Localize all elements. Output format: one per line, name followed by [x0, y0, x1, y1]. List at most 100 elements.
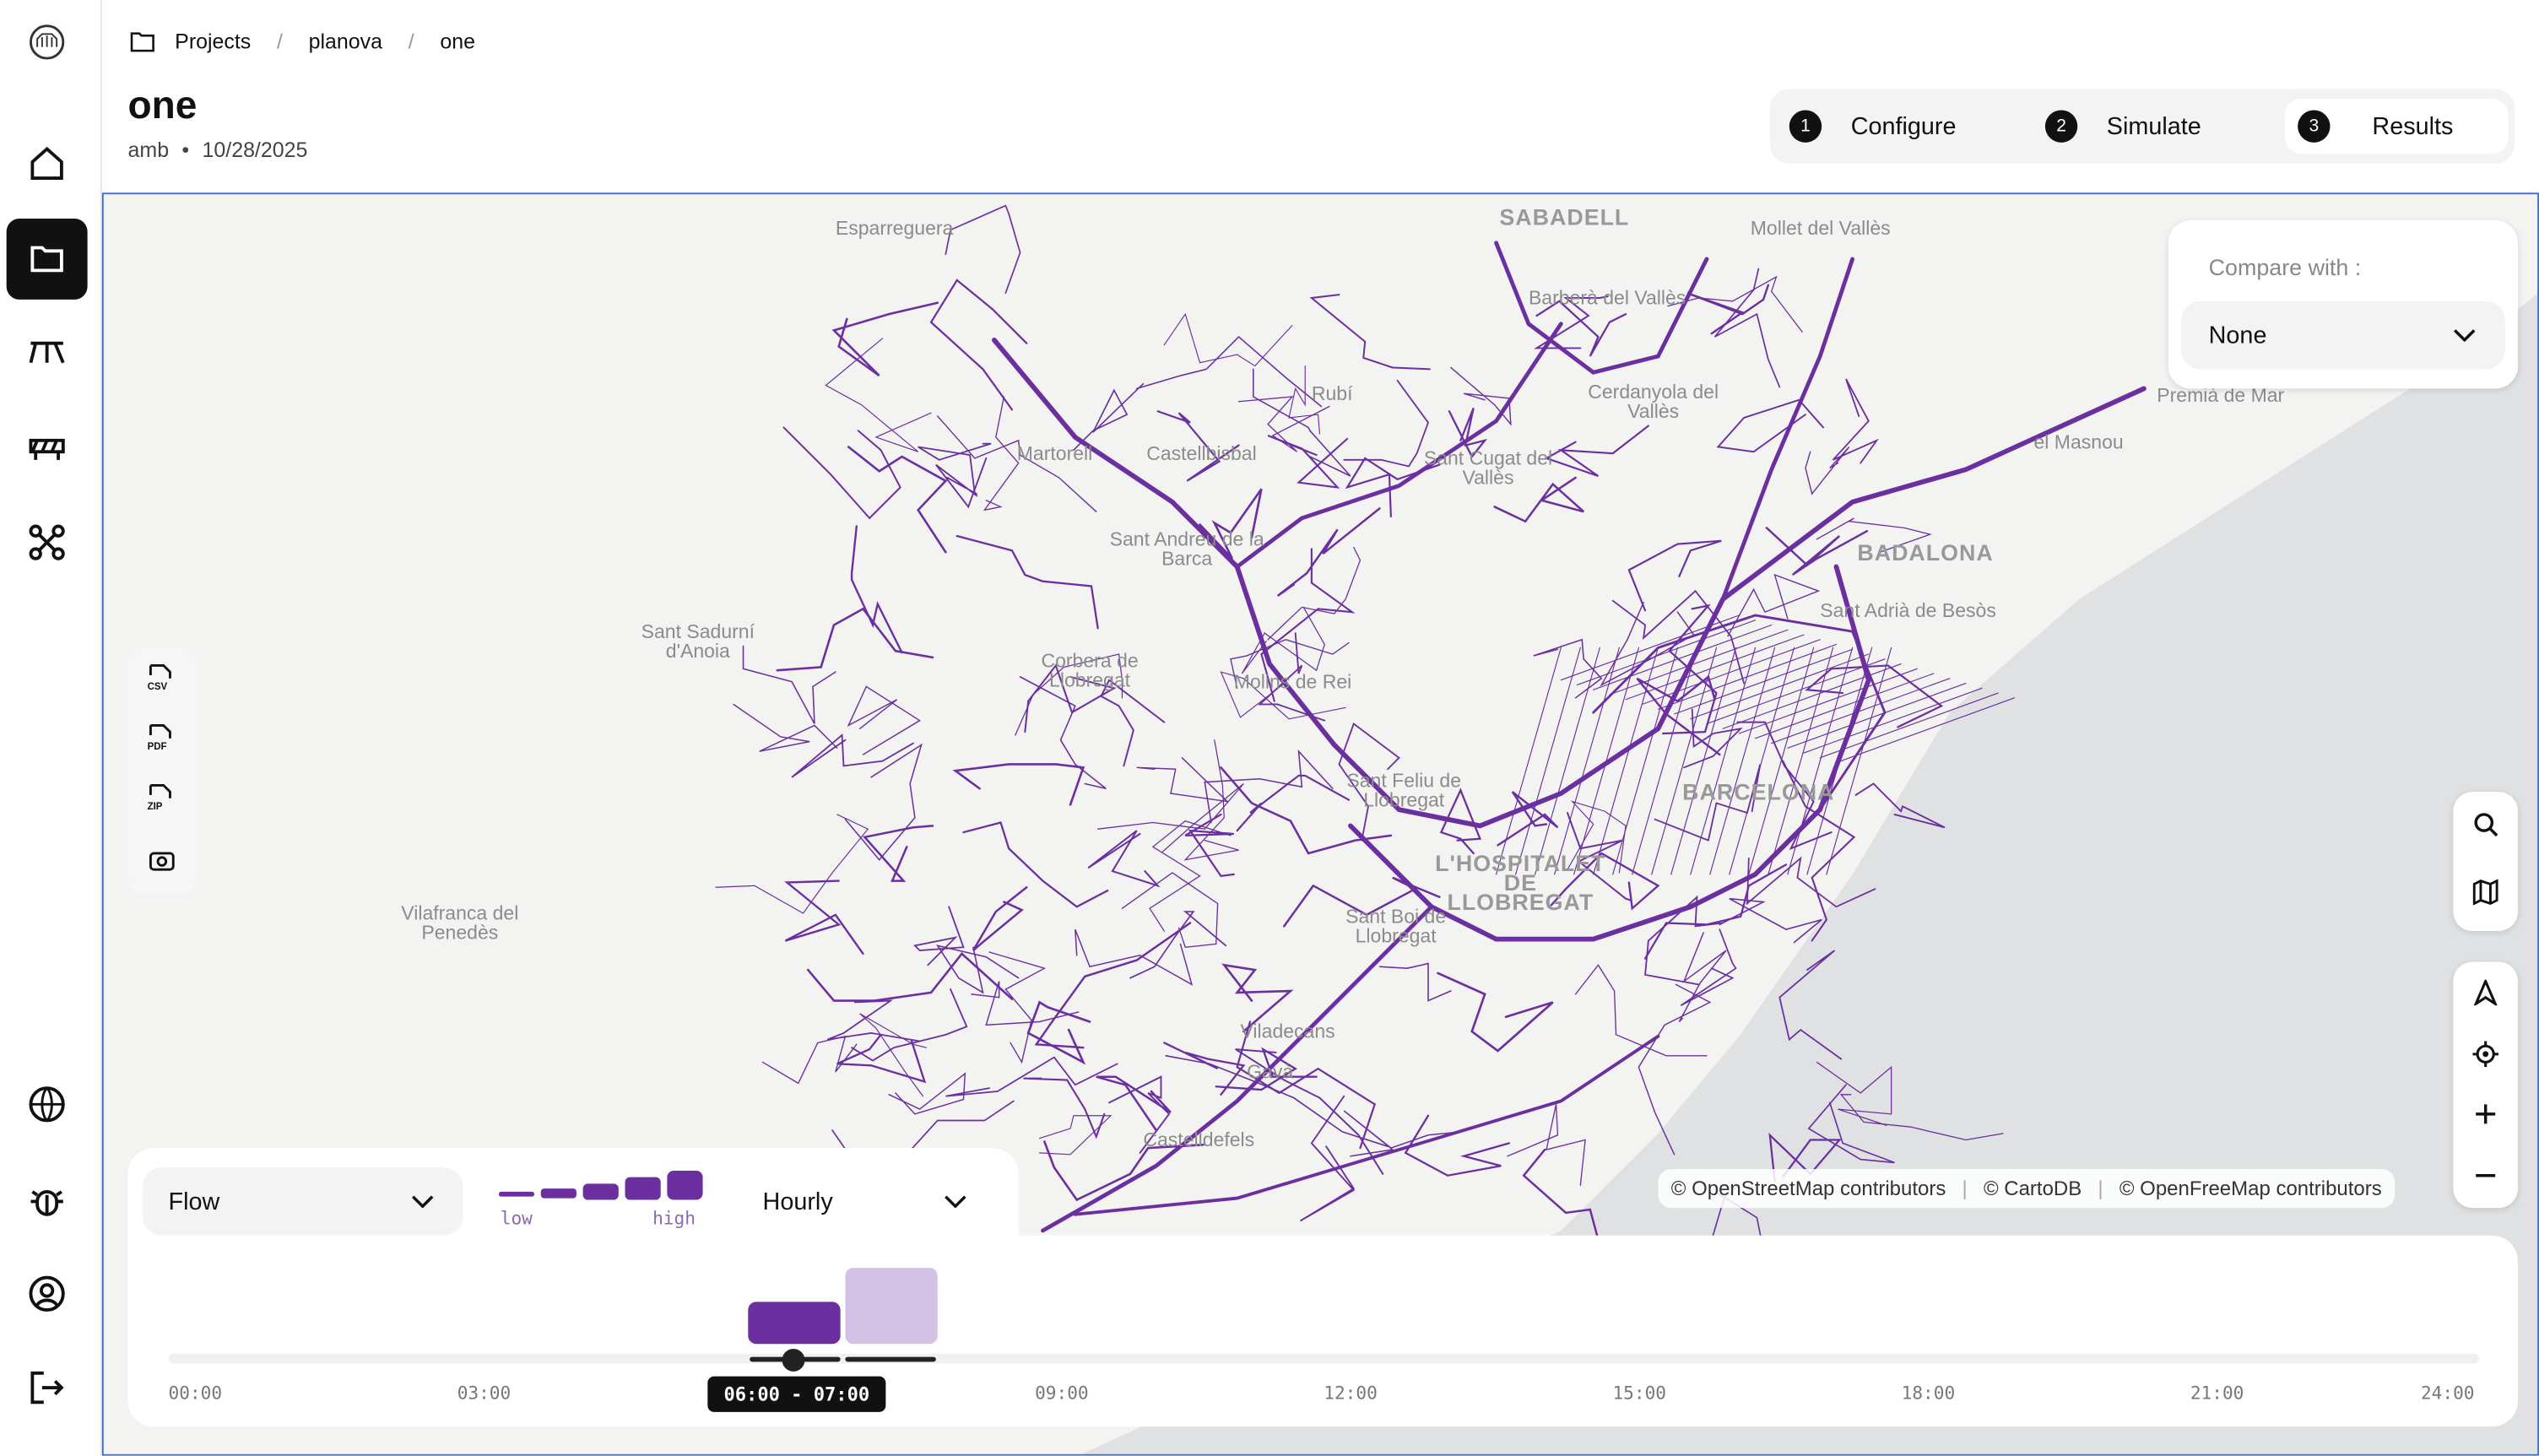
place-label: Barberà del Vallès [1528, 286, 1686, 310]
select-value: Hourly [762, 1188, 833, 1215]
step-label: Configure [1850, 112, 1957, 140]
slider-handle[interactable] [782, 1348, 805, 1372]
file-icon [149, 723, 171, 739]
attribution-item[interactable]: © OpenStreetMap contributors [1670, 1177, 1946, 1200]
date: 10/28/2025 [202, 138, 308, 162]
select-value: None [2208, 321, 2267, 349]
chevron [945, 1195, 966, 1209]
place-label: Mollet del Vallès [1750, 217, 1891, 240]
legend-low: low [500, 1208, 533, 1230]
place-label: Martorell [1016, 441, 1093, 465]
search-icon[interactable] [2472, 811, 2498, 837]
export-panel: CSV PDF ZIP [127, 647, 197, 894]
file-icon [149, 783, 171, 798]
step-label: Results [2372, 112, 2454, 140]
export-label: CSV [147, 683, 168, 694]
owner: amb [127, 138, 170, 162]
metric-select[interactable]: Flow [142, 1167, 463, 1236]
place-label: Molins de Rei [1233, 670, 1352, 694]
step-label: Simulate [2106, 112, 2201, 140]
step[interactable]: 3 Results [2284, 99, 2509, 154]
attribution-item[interactable]: © OpenFreeMap contributors [2119, 1177, 2382, 1200]
crumb[interactable]: Projects [175, 29, 252, 54]
place-label: Viladecans [1240, 1020, 1335, 1043]
interval-select[interactable]: Hourly [736, 1167, 996, 1236]
file-icon [149, 664, 171, 679]
camera-icon[interactable] [149, 848, 175, 871]
stepper: 1 Configure 2 Simulate 3 Results [1769, 89, 2515, 164]
step-number: 2 [2044, 110, 2078, 143]
sidebar [0, 0, 102, 1456]
zoom-in[interactable] [2472, 1101, 2498, 1127]
meta: amb • 10/28/2025 [127, 138, 308, 162]
time-tick: 15:00 [1612, 1383, 1666, 1405]
place-label: L'HOSPITALET DE LLOBREGAT [1435, 850, 1606, 915]
graph-icon[interactable] [28, 523, 67, 562]
map-icon[interactable] [2472, 879, 2498, 906]
time-tick: 00:00 [168, 1383, 223, 1405]
projects-button[interactable] [6, 218, 88, 300]
logout-icon[interactable] [28, 1368, 67, 1407]
crumb: one [440, 29, 475, 54]
place-label: Sant Adrià de Besòs [1820, 598, 1996, 622]
place-label: Corbera de Llobregat [1041, 649, 1139, 692]
export-label: ZIP [147, 803, 163, 814]
step-number: 1 [1789, 110, 1822, 143]
time-tick: 12:00 [1324, 1383, 1378, 1405]
attribution: © OpenStreetMap contributors | © CartoDB |… [1658, 1169, 2396, 1209]
place-label: SABADELL [1499, 203, 1630, 230]
zoom-out[interactable] [2472, 1162, 2498, 1188]
time-tick: 03:00 [457, 1383, 512, 1405]
locate-icon[interactable] [2472, 1041, 2499, 1068]
map-tools [2453, 792, 2519, 932]
chevron [2454, 329, 2476, 342]
place-label: Castelldefels [1143, 1129, 1255, 1151]
globe-icon[interactable] [28, 1085, 67, 1123]
place-label: el Masnou [2033, 430, 2124, 454]
export-label: PDF [147, 743, 167, 754]
place-label: BADALONA [1857, 539, 1994, 566]
compare-label: Compare with : [2208, 254, 2362, 280]
place-label: Premià de Mar [2157, 383, 2285, 407]
select-value: Flow [168, 1188, 220, 1215]
place-label: Esparreguera [835, 217, 954, 240]
compass-icon[interactable] [2472, 979, 2498, 1006]
place-label: Cerdanyola del Vallès [1588, 380, 1719, 423]
folder-icon [130, 31, 154, 51]
map-base [103, 194, 2538, 1454]
export-zip[interactable]: ZIP [148, 783, 174, 813]
nav-controls [2453, 961, 2519, 1209]
place-label: Castellbisbal [1146, 441, 1257, 465]
step[interactable]: 1 Configure [1789, 99, 2000, 154]
barrier-icon[interactable] [28, 429, 67, 468]
export-csv[interactable]: CSV [147, 664, 174, 694]
legend-high: high [652, 1208, 696, 1230]
attribution-item[interactable]: © CartoDB [1983, 1177, 2082, 1200]
time-tick: 24:00 [2420, 1383, 2475, 1405]
account-icon[interactable] [28, 1275, 67, 1313]
logo [30, 24, 65, 60]
crumb[interactable]: planova [308, 29, 383, 54]
flow-legend [498, 1170, 703, 1200]
compare-panel: Compare with : None [2168, 219, 2519, 389]
bug-icon[interactable] [28, 1180, 67, 1219]
place-label: Sant Andreu de la Barca [1109, 528, 1264, 571]
timeline: 06:00 - 07:00 00:00 03:00 09:00 12:00 15:00 1… [127, 1235, 2519, 1427]
compare-select[interactable]: None [2181, 300, 2505, 370]
time-tick: 21:00 [2190, 1383, 2244, 1405]
separator: / [408, 29, 414, 54]
step[interactable]: 2 Simulate [2044, 99, 2255, 154]
network-icon[interactable] [28, 333, 67, 372]
breadcrumb: Projects / planova / one [129, 29, 475, 54]
time-tick: 18:00 [1901, 1383, 1956, 1405]
flow-bar [845, 1268, 938, 1345]
place-label: Rubí [1311, 382, 1353, 405]
time-tick: 09:00 [1035, 1383, 1089, 1405]
chevron [411, 1195, 434, 1209]
export-pdf[interactable]: PDF [147, 723, 174, 754]
home-icon[interactable] [28, 144, 67, 183]
place-label: Sant Cugat del Vallès [1423, 447, 1553, 490]
place-label: Sant Feliu de Llobregat [1346, 769, 1462, 812]
place-label: Vilafranca del Penedès [401, 901, 519, 945]
